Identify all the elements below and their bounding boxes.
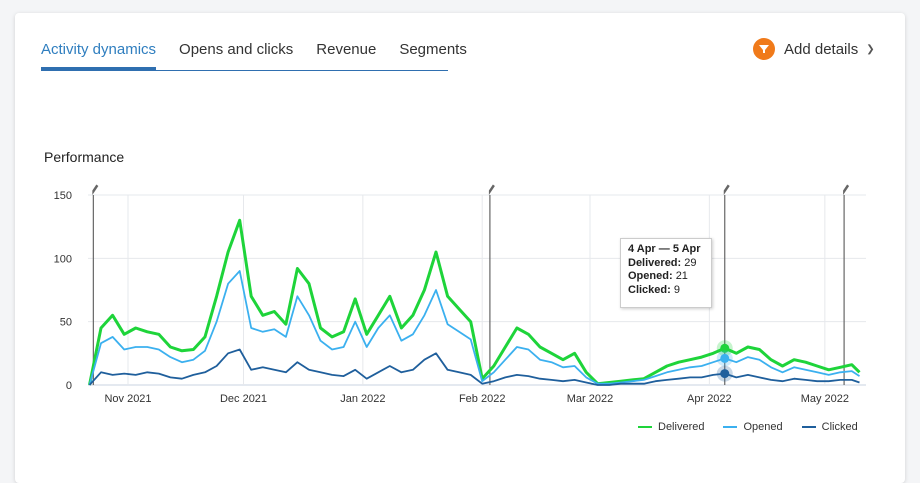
legend-label: Opened <box>743 421 783 433</box>
tooltip-row-clicked: Clicked: 9 <box>628 284 704 298</box>
x-tick-label: Jan 2022 <box>340 393 385 405</box>
tooltip-label: Delivered: <box>628 256 682 269</box>
tooltip-row-delivered: Delivered: 29 <box>628 257 704 271</box>
highlight-point-clicked <box>720 369 730 379</box>
legend-label: Clicked <box>821 421 858 433</box>
tooltip-value: 9 <box>673 283 680 296</box>
tooltip-label: Clicked: <box>628 283 671 296</box>
x-tick-label: Apr 2022 <box>687 393 732 405</box>
chart-tooltip: 4 Apr — 5 Apr Delivered: 29 Opened: 21 C… <box>620 238 712 308</box>
legend-swatch <box>723 426 738 428</box>
legend-swatch <box>801 426 816 428</box>
add-details-button[interactable]: Add details ❯ <box>753 38 875 60</box>
legend-item-opened[interactable]: Opened <box>723 421 783 433</box>
tooltip-value: 29 <box>684 256 697 269</box>
tab-bar: Activity dynamics Opens and clicks Reven… <box>41 40 467 71</box>
y-tick-label: 0 <box>66 380 72 392</box>
y-tick-label: 50 <box>60 317 72 329</box>
tab-activity-dynamics[interactable]: Activity dynamics <box>41 40 157 70</box>
legend-item-clicked[interactable]: Clicked <box>801 421 858 433</box>
x-tick-label: Dec 2021 <box>220 393 267 405</box>
performance-card <box>15 13 905 483</box>
add-details-label: Add details <box>784 40 859 58</box>
y-tick-label: 150 <box>54 190 72 202</box>
tooltip-label: Opened: <box>628 270 673 282</box>
performance-chart: 0 50 100 150 Nov 2021 Dec 2021 Jan 2022 Feb 202… <box>54 184 866 405</box>
x-tick-label: May 2022 <box>801 393 849 405</box>
tab-opens-and-clicks[interactable]: Opens and clicks <box>179 41 294 58</box>
tooltip-value: 21 <box>675 270 688 282</box>
chart-legend: Delivered Opened Clicked <box>638 421 858 433</box>
series-line-opened <box>88 270 860 386</box>
highlight-point-delivered <box>720 343 730 353</box>
tab-segments[interactable]: Segments <box>399 41 467 58</box>
series-line-clicked <box>88 348 860 386</box>
pencil-icon <box>723 184 730 195</box>
x-tick-label: Feb 2022 <box>459 393 505 405</box>
pencil-icon <box>843 184 850 195</box>
chart-title: Performance <box>44 149 125 165</box>
x-tick-label: Mar 2022 <box>567 393 613 405</box>
legend-label: Delivered <box>658 421 705 433</box>
tooltip-row-opened: Opened: 21 <box>628 270 704 284</box>
series-line-delivered <box>88 218 861 386</box>
chevron-down-icon: ❯ <box>866 43 875 55</box>
pencil-icon <box>92 184 99 195</box>
highlight-point-opened <box>720 353 730 363</box>
legend-swatch <box>638 426 652 428</box>
tab-revenue[interactable]: Revenue <box>316 41 377 58</box>
tooltip-title: 4 Apr — 5 Apr <box>628 243 701 255</box>
filter-icon <box>753 38 775 60</box>
y-tick-label: 100 <box>54 253 72 265</box>
x-tick-label: Nov 2021 <box>104 393 151 405</box>
legend-item-delivered[interactable]: Delivered <box>638 421 704 433</box>
pencil-icon <box>488 184 495 195</box>
